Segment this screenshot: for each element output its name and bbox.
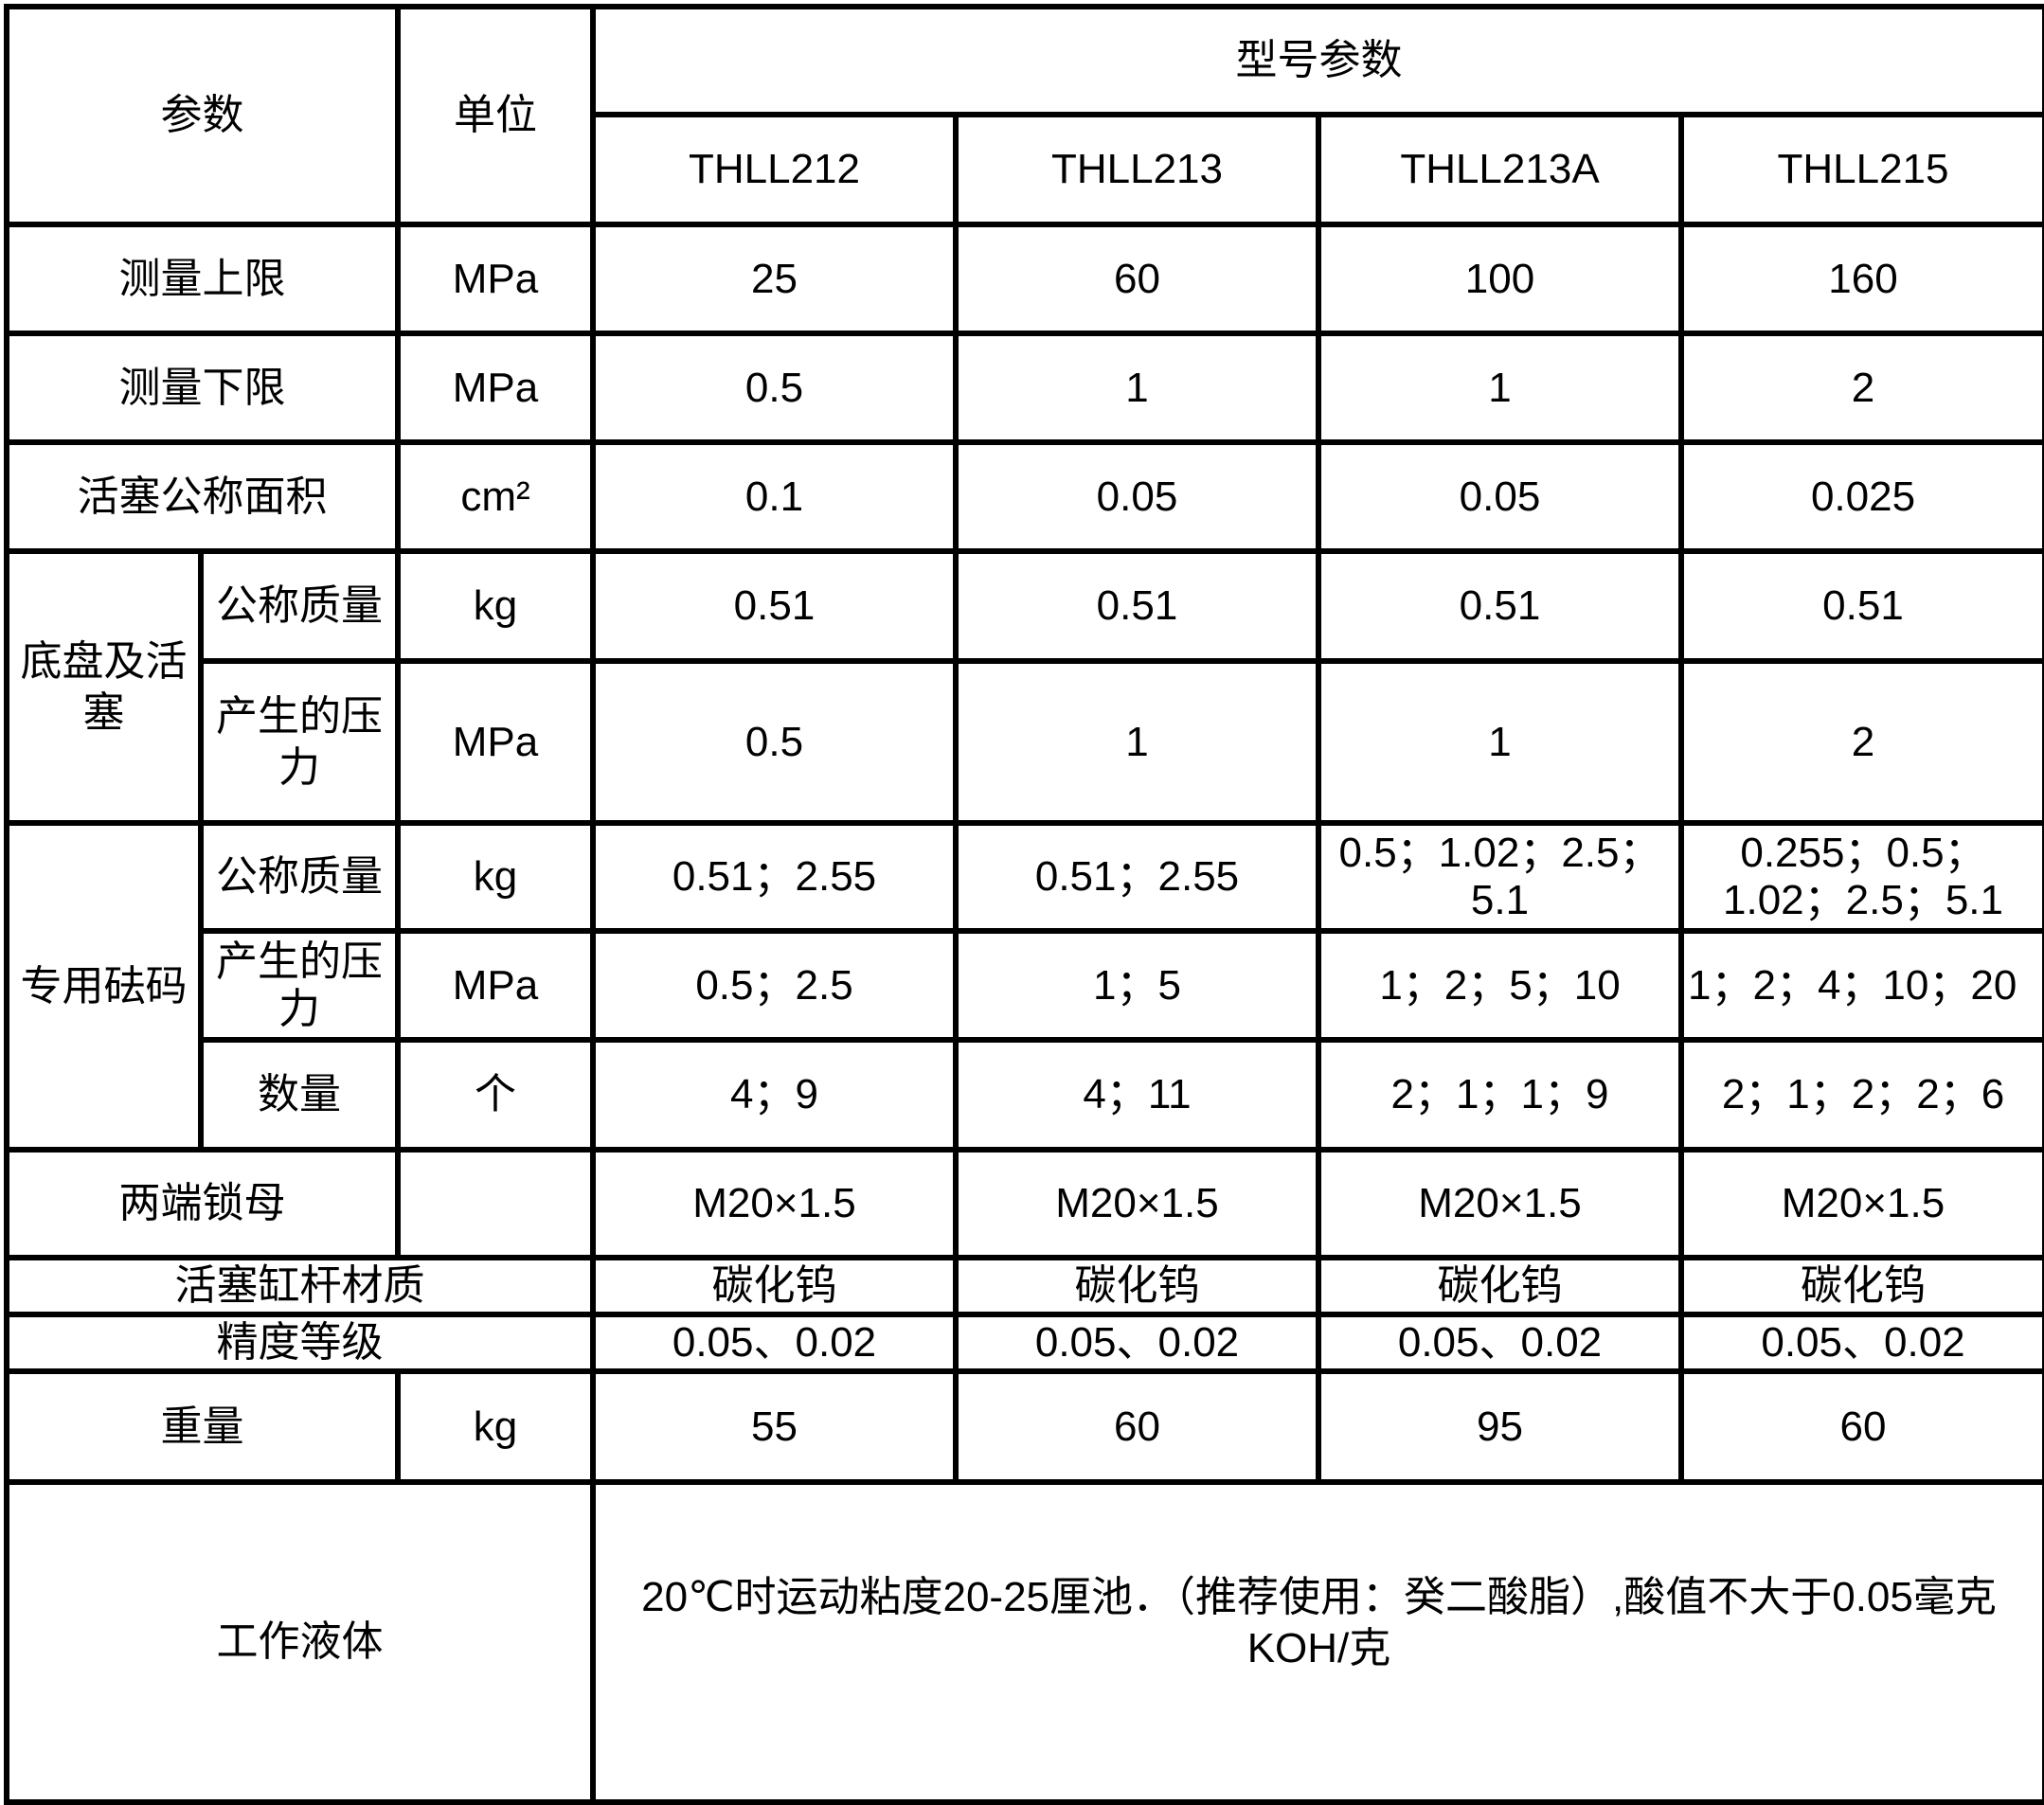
row-unit: kg: [395, 820, 596, 934]
row-label: 测量下限: [4, 331, 401, 445]
table-row-weights-pressure: 产生的压力 MPa 0.5；2.5 1；5 1；2；5；10 1；2；4；10；…: [7, 928, 2044, 1043]
cell: 0.5；1.02；2.5；5.1: [1316, 820, 1684, 934]
table-row-weights-mass: 专用砝码 公称质量 kg 0.51；2.55 0.51；2.55 0.5；1.0…: [4, 820, 2044, 1153]
cell: 1: [1316, 331, 1684, 445]
cell: 0.51: [590, 548, 959, 664]
cell: 0.1: [590, 439, 959, 554]
cell: 2: [1678, 658, 2044, 826]
cell: 0.51: [1316, 548, 1684, 664]
cell: 100: [1316, 222, 1684, 336]
cell: 0.5；2.5: [590, 928, 959, 1043]
cell: 0.5: [590, 658, 959, 826]
row-label: 产生的压力: [198, 928, 401, 1043]
table-row-lower-limit: 测量下限 MPa 0.5 1 1 2: [4, 331, 2044, 445]
cell: 0.05、0.02: [1678, 1312, 2044, 1374]
cell: 1: [953, 658, 1321, 826]
row-label: 活塞公称面积: [4, 439, 401, 554]
cell: 1；2；4；10；20: [1678, 928, 2044, 1043]
row-unit: [395, 1147, 596, 1260]
cell: 0.05、0.02: [953, 1312, 1321, 1374]
cell: 95: [1316, 1368, 1684, 1485]
header-param: 参数: [4, 4, 401, 227]
row-unit: cm²: [395, 439, 596, 554]
row-label: 精度等级: [4, 1312, 596, 1374]
row-label: 数量: [198, 1037, 401, 1153]
cell: 0.51；2.55: [590, 820, 959, 934]
row-unit: kg: [395, 1368, 596, 1485]
row-label: 重量: [4, 1368, 401, 1485]
cell: M20×1.5: [953, 1147, 1321, 1260]
cell: 55: [590, 1368, 959, 1485]
table-row-lock-nut: 两端锁母 M20×1.5 M20×1.5 M20×1.5 M20×1.5: [4, 1147, 2044, 1260]
row-unit: MPa: [395, 331, 596, 445]
model-header: THLL215: [1678, 112, 2044, 227]
row-label: 产生的压力: [198, 658, 401, 826]
cell: 0.025: [1678, 439, 2044, 554]
group-label: 底盘及活塞: [4, 548, 204, 826]
header-unit: 单位: [395, 4, 596, 227]
cell: 2；1；1；9: [1316, 1037, 1684, 1153]
cell: 25: [590, 222, 959, 336]
cell: 60: [953, 1368, 1321, 1485]
cell: 160: [1678, 222, 2044, 336]
cell: 0.05、0.02: [590, 1312, 959, 1374]
row-unit: MPa: [395, 928, 596, 1043]
row-label: 工作液体: [4, 1479, 596, 1805]
row-label: 公称质量: [198, 548, 401, 664]
table-row-fluid: 工作液体 20℃时运动粘度20-25厘池．（推荐使用：癸二酸脂）,酸值不大于0.…: [4, 1479, 2044, 1805]
cell: 60: [1678, 1368, 2044, 1485]
cell: 0.5: [590, 331, 959, 445]
cell: 1: [953, 331, 1321, 445]
cell: 4；9: [590, 1037, 959, 1153]
table-row-rod-material: 活塞缸杆材质 碳化钨 碳化钨 碳化钨 碳化钨: [4, 1255, 2044, 1317]
cell: 0.51: [1678, 548, 2044, 664]
cell: 0.05: [953, 439, 1321, 554]
group-label: 专用砝码: [4, 820, 204, 1153]
row-label: 两端锁母: [4, 1147, 401, 1260]
row-unit: 个: [395, 1037, 596, 1153]
row-label: 测量上限: [4, 222, 401, 336]
table-row-weights-count: 数量 个 4；9 4；11 2；1；1；9 2；1；2；2；6: [7, 1037, 2044, 1153]
model-header: THLL212: [590, 112, 959, 227]
cell: 0.05、0.02: [1316, 1312, 1684, 1374]
cell: 碳化钨: [590, 1255, 959, 1317]
cell: 0.51: [953, 548, 1321, 664]
row-unit: MPa: [395, 658, 596, 826]
cell: 0.255；0.5；1.02；2.5；5.1: [1678, 820, 2044, 934]
row-label: 公称质量: [198, 820, 401, 934]
cell: 碳化钨: [953, 1255, 1321, 1317]
row-label: 活塞缸杆材质: [4, 1255, 596, 1317]
cell: 1；5: [953, 928, 1321, 1043]
cell: M20×1.5: [1316, 1147, 1684, 1260]
cell: 60: [953, 222, 1321, 336]
cell: M20×1.5: [590, 1147, 959, 1260]
model-header: THLL213: [953, 112, 1321, 227]
cell: 1: [1316, 658, 1684, 826]
cell: 4；11: [953, 1037, 1321, 1153]
spec-table: 参数 单位 型号参数 THLL212 THLL213 THLL213A THLL…: [4, 4, 2044, 1805]
cell: 碳化钨: [1678, 1255, 2044, 1317]
fluid-description: 20℃时运动粘度20-25厘池．（推荐使用：癸二酸脂）,酸值不大于0.05毫克 …: [590, 1479, 2044, 1805]
table-row-base-mass: 底盘及活塞 公称质量 kg 0.51 0.51 0.51 0.51: [4, 548, 2044, 826]
model-header: THLL213A: [1316, 112, 1684, 227]
header-model-params: 型号参数: [590, 4, 2044, 117]
cell: 2；1；2；2；6: [1678, 1037, 2044, 1153]
table-row-weight: 重量 kg 55 60 95 60: [4, 1368, 2044, 1485]
cell: 0.05: [1316, 439, 1684, 554]
table-row-accuracy: 精度等级 0.05、0.02 0.05、0.02 0.05、0.02 0.05、…: [4, 1312, 2044, 1374]
table-row-base-pressure: 产生的压力 MPa 0.5 1 1 2: [7, 658, 2044, 826]
cell: 1；2；5；10: [1316, 928, 1684, 1043]
row-unit: kg: [395, 548, 596, 664]
cell: 0.51；2.55: [953, 820, 1321, 934]
row-unit: MPa: [395, 222, 596, 336]
table-row-piston-area: 活塞公称面积 cm² 0.1 0.05 0.05 0.025: [4, 439, 2044, 554]
cell: 2: [1678, 331, 2044, 445]
table-row-upper-limit: 测量上限 MPa 25 60 100 160: [4, 222, 2044, 336]
cell: M20×1.5: [1678, 1147, 2044, 1260]
cell: 碳化钨: [1316, 1255, 1684, 1317]
